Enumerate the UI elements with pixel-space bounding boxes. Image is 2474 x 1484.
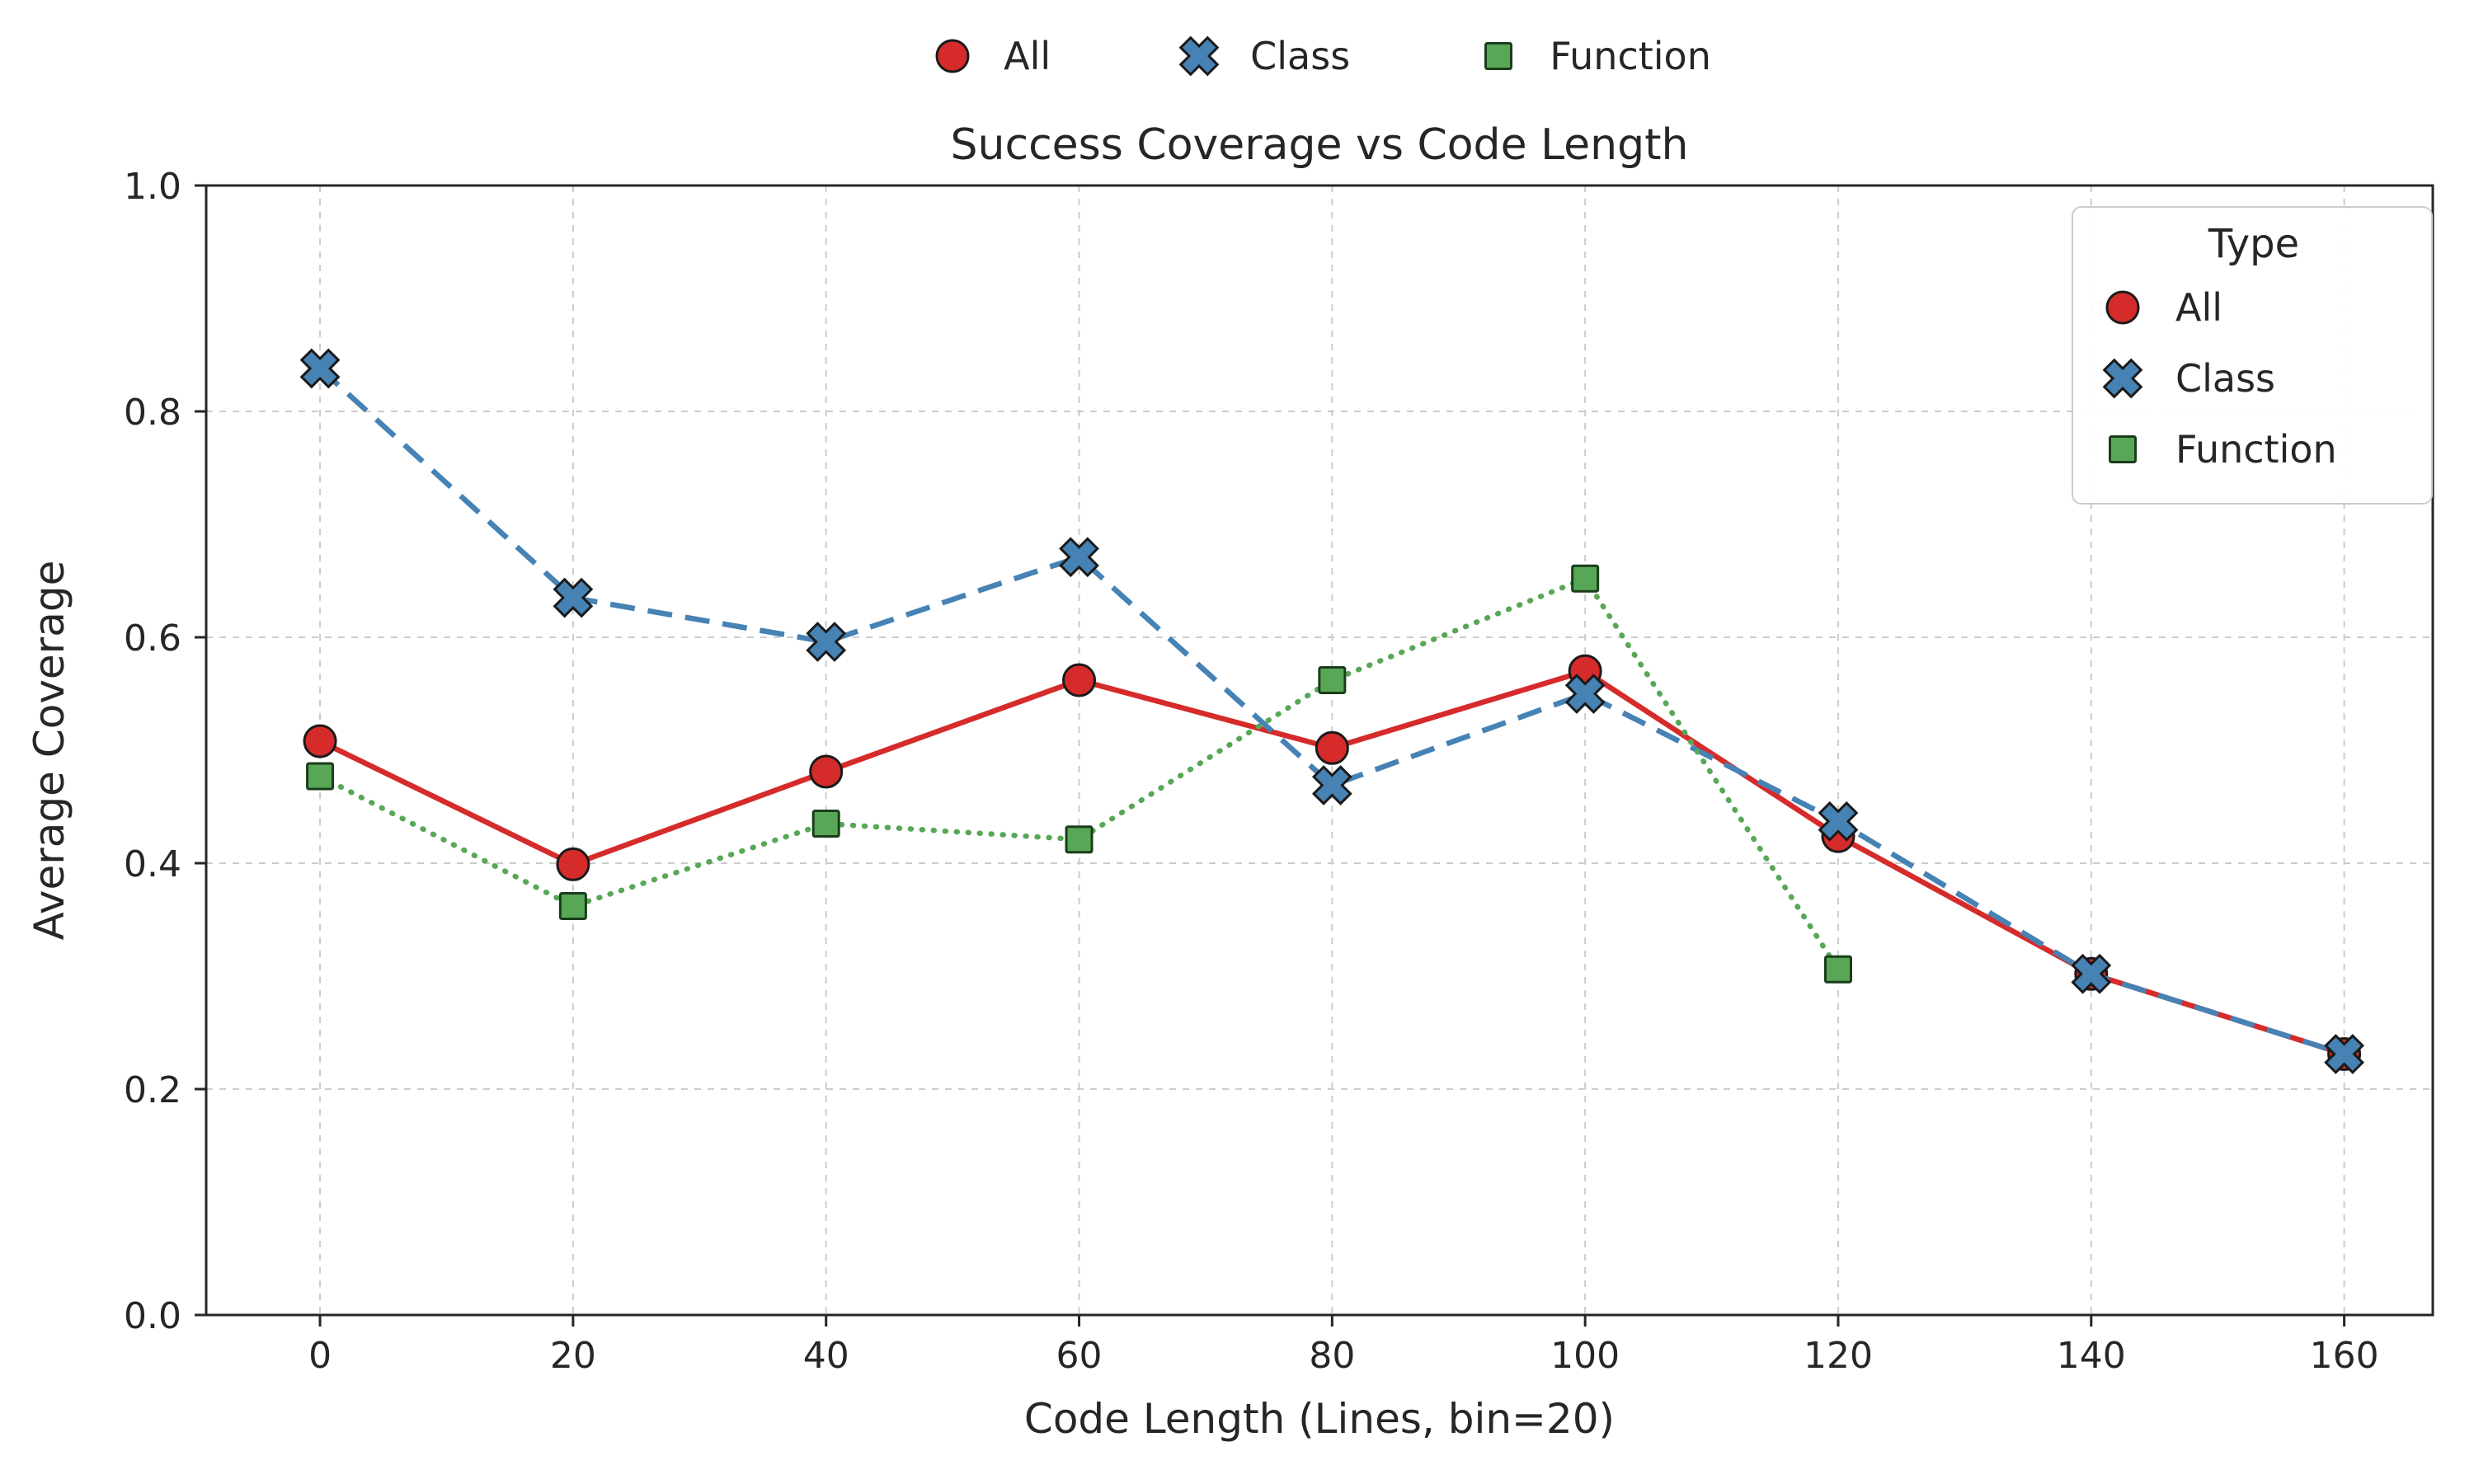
x-tick-label: 60 bbox=[1056, 1335, 1103, 1377]
legend-item-function: Function bbox=[2098, 414, 2410, 485]
class-marker bbox=[1311, 765, 1352, 805]
class-series-marker-icon bbox=[1174, 31, 1224, 81]
chart-title: Success Coverage vs Code Length bbox=[950, 120, 1689, 170]
series-line-class bbox=[317, 366, 2345, 1057]
legend-label-class: Class bbox=[2175, 356, 2276, 401]
all-marker bbox=[303, 724, 337, 758]
class-marker bbox=[2324, 1034, 2365, 1074]
x-tick-label: 100 bbox=[1550, 1335, 1620, 1377]
function-marker bbox=[306, 762, 335, 791]
function-marker bbox=[1571, 564, 1600, 593]
function-marker bbox=[1823, 955, 1852, 984]
y-tick-label: 0.4 bbox=[124, 843, 181, 885]
x-axis-label: Code Length (Lines, bin=20) bbox=[1023, 1395, 1616, 1443]
function-marker bbox=[1484, 42, 1513, 70]
top-legend: All Class Function bbox=[206, 31, 2433, 81]
class-marker bbox=[806, 622, 847, 662]
y-tick-label: 1.0 bbox=[124, 166, 181, 208]
top-legend-label-function: Function bbox=[1550, 34, 1711, 78]
legend-title: Type bbox=[2208, 221, 2300, 267]
function-series-marker-icon bbox=[1474, 31, 1523, 81]
legend-item-class: Class bbox=[2098, 343, 2410, 414]
class-marker bbox=[1564, 674, 1606, 714]
legend-label-all: All bbox=[2175, 285, 2223, 330]
legend-label-function: Function bbox=[2175, 427, 2337, 472]
function-series-marker-icon bbox=[2098, 425, 2147, 474]
x-tick-label: 120 bbox=[1804, 1335, 1873, 1377]
y-tick-label: 0.6 bbox=[124, 618, 181, 660]
class-series-marker-icon bbox=[2098, 354, 2147, 403]
y-tick-label: 0.0 bbox=[124, 1295, 181, 1337]
x-tick-label: 140 bbox=[2057, 1335, 2126, 1377]
x-tick-label: 20 bbox=[550, 1335, 596, 1377]
inner-legend: Type All Class Function bbox=[2072, 206, 2433, 505]
class-marker bbox=[1178, 35, 1220, 77]
function-marker bbox=[2109, 435, 2137, 463]
y-tick-label: 0.2 bbox=[124, 1069, 181, 1111]
x-tick-label: 0 bbox=[308, 1335, 332, 1377]
function-marker bbox=[1065, 825, 1094, 854]
class-marker bbox=[2102, 358, 2143, 399]
function-marker bbox=[558, 892, 587, 921]
all-marker bbox=[1062, 663, 1097, 697]
class-marker bbox=[1059, 537, 1099, 578]
class-marker bbox=[299, 348, 341, 389]
top-legend-item-all: All bbox=[928, 31, 1051, 81]
legend-item-all: All bbox=[2098, 272, 2410, 343]
y-tick-label: 0.8 bbox=[124, 392, 181, 434]
top-legend-label-class: Class bbox=[1250, 34, 1351, 78]
all-marker bbox=[935, 39, 970, 73]
all-series-marker-icon bbox=[928, 31, 977, 81]
top-legend-item-class: Class bbox=[1174, 31, 1350, 81]
function-marker bbox=[1318, 666, 1347, 695]
function-marker bbox=[811, 810, 840, 838]
class-marker bbox=[553, 577, 594, 618]
top-legend-label-all: All bbox=[1004, 34, 1051, 78]
x-tick-label: 40 bbox=[803, 1335, 849, 1377]
all-series-marker-icon bbox=[2098, 283, 2147, 332]
all-marker bbox=[809, 754, 844, 789]
top-legend-item-function: Function bbox=[1474, 31, 1711, 81]
axes-spines bbox=[205, 184, 2434, 1317]
x-tick-label: 80 bbox=[1309, 1335, 1355, 1377]
all-marker bbox=[1315, 730, 1349, 765]
class-marker bbox=[1818, 801, 1859, 842]
all-marker bbox=[2105, 290, 2140, 325]
y-axis-label: Average Coverage bbox=[26, 560, 73, 941]
x-tick-label: 160 bbox=[2310, 1335, 2379, 1377]
class-marker bbox=[2071, 953, 2112, 994]
all-marker bbox=[556, 847, 590, 881]
